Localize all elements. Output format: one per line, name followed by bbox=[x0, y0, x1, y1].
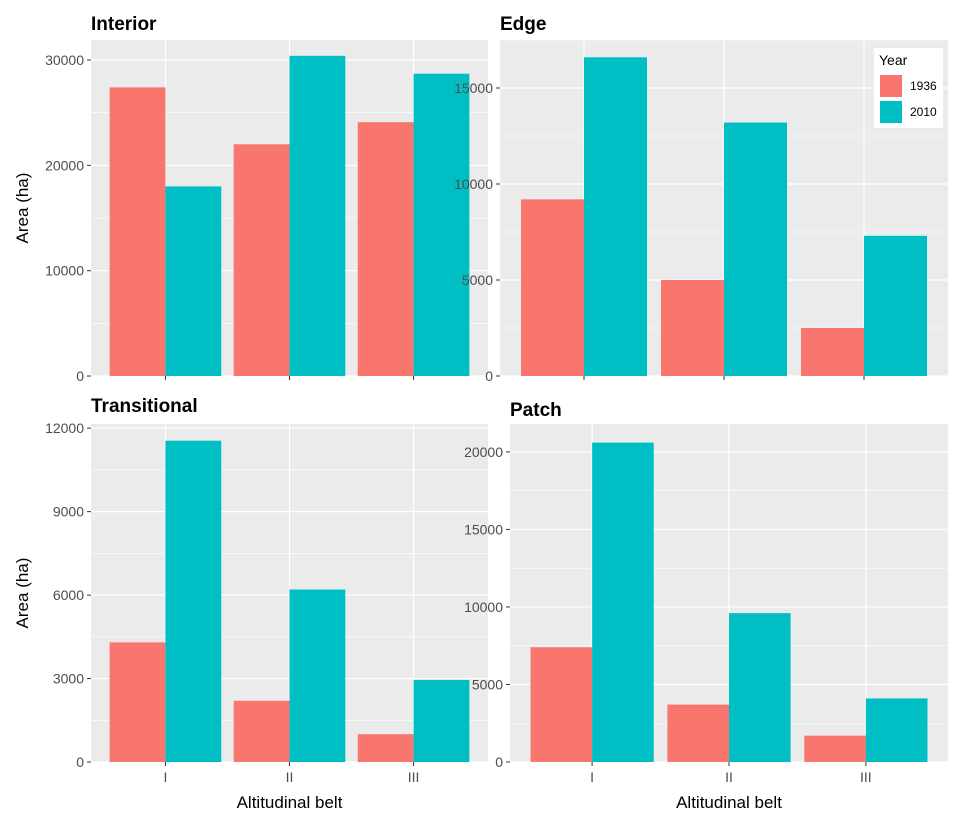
panel-title: Patch bbox=[510, 400, 562, 421]
x-tick-label: III bbox=[860, 769, 872, 785]
y-tick-label: 5000 bbox=[472, 676, 503, 692]
bar-1936-I bbox=[530, 647, 593, 762]
bar-2010-III bbox=[413, 679, 470, 762]
legend-title: Year bbox=[879, 52, 908, 68]
panel-title: Edge bbox=[500, 14, 546, 35]
x-tick-label: I bbox=[163, 769, 167, 785]
y-tick-label: 20000 bbox=[45, 157, 84, 173]
bar-2010-III bbox=[864, 235, 927, 376]
legend-key-2010 bbox=[880, 101, 902, 123]
bar-2010-I bbox=[584, 57, 647, 376]
y-tick-label: 0 bbox=[485, 368, 493, 384]
y-tick-label: 10000 bbox=[454, 176, 493, 192]
bar-2010-III bbox=[413, 73, 470, 377]
bar-2010-I bbox=[165, 186, 222, 376]
bar-2010-II bbox=[724, 122, 787, 376]
legend-key-1936 bbox=[880, 75, 902, 97]
bar-1936-III bbox=[357, 734, 414, 762]
y-tick-label: 5000 bbox=[462, 272, 493, 288]
bar-1936-III bbox=[357, 122, 414, 376]
y-tick-label: 6000 bbox=[53, 587, 84, 603]
x-tick-label: I bbox=[590, 769, 594, 785]
y-tick-label: 15000 bbox=[454, 80, 493, 96]
x-tick-label: III bbox=[408, 769, 420, 785]
y-tick-label: 15000 bbox=[464, 521, 503, 537]
bar-1936-III bbox=[804, 735, 866, 762]
panel-title: Interior bbox=[91, 14, 157, 35]
bar-1936-II bbox=[233, 700, 290, 762]
panel-edge: 0 5000 10000 15000 Edge bbox=[454, 14, 948, 384]
y-tick-label: 12000 bbox=[45, 420, 84, 436]
bar-2010-II bbox=[289, 589, 346, 762]
y-tick-label: 0 bbox=[495, 754, 503, 770]
x-axis-title: Altitudinal belt bbox=[676, 793, 782, 812]
bar-1936-I bbox=[521, 199, 584, 376]
y-tick-label: 9000 bbox=[53, 504, 84, 520]
legend-label-1936: 1936 bbox=[910, 79, 937, 93]
x-tick-label: II bbox=[286, 769, 294, 785]
panel-title: Transitional bbox=[91, 396, 198, 417]
bar-2010-II bbox=[729, 613, 791, 762]
x-axis-title: Altitudinal belt bbox=[237, 793, 343, 812]
legend-label-2010: 2010 bbox=[910, 105, 937, 119]
y-tick-label: 10000 bbox=[45, 263, 84, 279]
bar-1936-II bbox=[233, 144, 290, 376]
y-tick-label: 0 bbox=[76, 368, 84, 384]
bar-1936-II bbox=[667, 704, 729, 762]
bar-1936-III bbox=[801, 328, 864, 376]
y-tick-label: 0 bbox=[76, 754, 84, 770]
bar-2010-I bbox=[592, 442, 654, 762]
bar-2010-III bbox=[865, 698, 928, 762]
bar-1936-I bbox=[109, 87, 166, 376]
y-tick-label: 10000 bbox=[464, 599, 503, 615]
y-tick-label: 20000 bbox=[464, 444, 503, 460]
x-tick-label: II bbox=[725, 769, 733, 785]
y-axis-title: Area (ha) bbox=[13, 173, 32, 244]
panel-interior: 0 10000 20000 30000 Interior Area (ha) bbox=[13, 14, 488, 384]
bar-1936-II bbox=[661, 280, 724, 376]
y-tick-label: 30000 bbox=[45, 52, 84, 68]
bar-2010-I bbox=[165, 440, 222, 762]
y-axis-title: Area (ha) bbox=[13, 558, 32, 629]
bar-1936-I bbox=[109, 642, 166, 762]
bar-2010-II bbox=[289, 55, 346, 376]
y-tick-label: 3000 bbox=[53, 671, 84, 687]
